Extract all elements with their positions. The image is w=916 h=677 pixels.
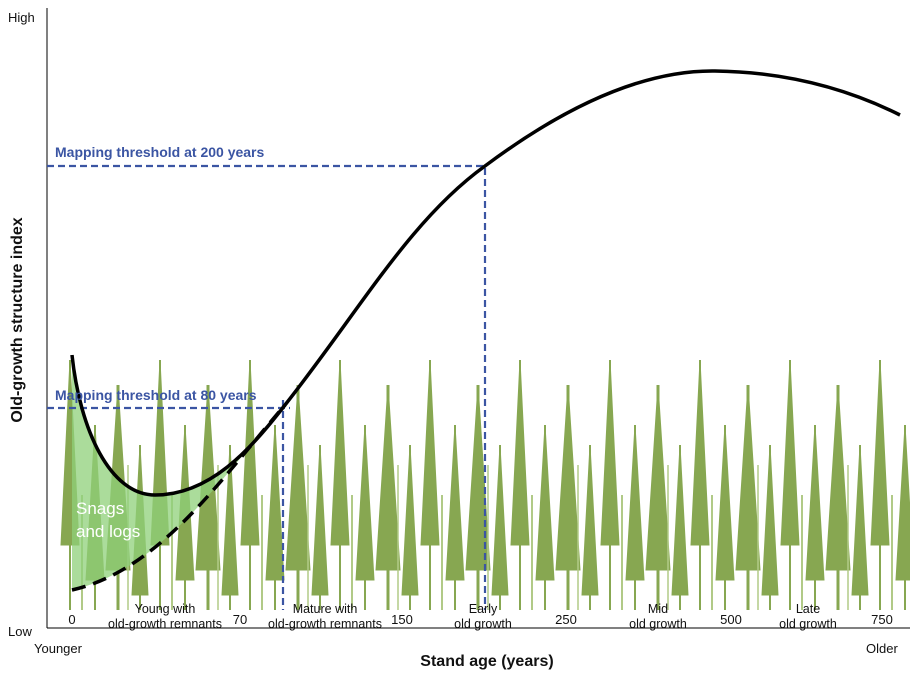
stage-line: old-growth remnants	[268, 617, 382, 631]
stage-line: old-growth remnants	[108, 617, 222, 631]
age-tick: 0	[68, 612, 75, 627]
threshold-label: Mapping threshold at 200 years	[55, 144, 264, 160]
stage-line: Young with	[135, 602, 196, 616]
y-low: Low	[8, 624, 32, 639]
age-tick: 150	[391, 612, 413, 627]
snags-line: and logs	[76, 522, 140, 541]
age-tick: 70	[233, 612, 247, 627]
diagram: High Low Old-growth structure index Stan…	[0, 0, 916, 672]
stage-line: old growth	[629, 617, 687, 631]
stage-line: Mid	[648, 602, 668, 616]
snags-line: Snags	[76, 499, 124, 518]
y-title: Old-growth structure index	[9, 217, 26, 422]
x-right: Older	[866, 641, 898, 656]
stage-line: Early	[469, 602, 498, 616]
age-tick: 500	[720, 612, 742, 627]
age-tick: 250	[555, 612, 577, 627]
threshold-label: Mapping threshold at 80 years	[55, 387, 257, 403]
stage-line: Mature with	[293, 602, 358, 616]
age-tick: 750	[871, 612, 893, 627]
y-high: High	[8, 10, 35, 25]
stage-line: old growth	[454, 617, 512, 631]
stage-line: old growth	[779, 617, 837, 631]
x-title: Stand age (years)	[420, 653, 553, 670]
x-left: Younger	[34, 641, 83, 656]
stage-line: Late	[796, 602, 820, 616]
